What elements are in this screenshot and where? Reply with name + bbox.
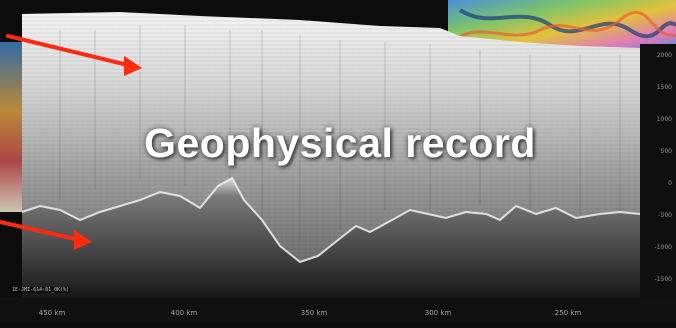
arrow-upper xyxy=(6,34,142,76)
y-tick-label: -500 xyxy=(658,212,672,219)
x-tick-label: 350 km xyxy=(300,309,328,317)
y-tick-label: 2000 xyxy=(656,52,672,59)
y-tick-label: -1500 xyxy=(654,276,672,283)
y-tick-label: 0 xyxy=(668,180,672,187)
overlay-title: Geophysical record xyxy=(144,120,536,166)
y-tick-label: -1000 xyxy=(654,244,672,251)
x-tick-label: 250 km xyxy=(554,309,582,317)
left-map-sliver xyxy=(0,42,22,212)
scale-caption: 1E-JHI-614-01_0K(%) xyxy=(10,287,72,293)
y-tick-label: 1000 xyxy=(656,116,672,123)
bed-reflector xyxy=(22,178,640,298)
x-tick-label: 300 km xyxy=(424,309,452,317)
x-tick-label: 400 km xyxy=(170,309,198,317)
y-tick-label: 1500 xyxy=(656,84,672,91)
arrow-lower xyxy=(0,220,92,250)
y-tick-label: 500 xyxy=(660,148,672,155)
x-tick-label: 450 km xyxy=(38,309,66,317)
